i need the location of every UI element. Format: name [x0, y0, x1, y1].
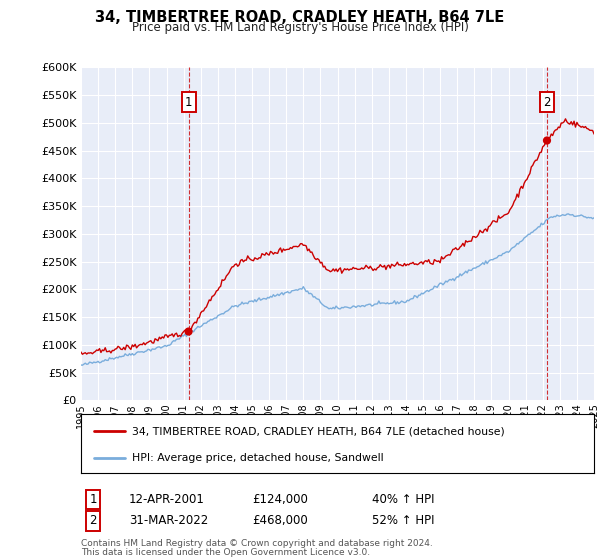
Text: This data is licensed under the Open Government Licence v3.0.: This data is licensed under the Open Gov… [81, 548, 370, 557]
Text: 12-APR-2001: 12-APR-2001 [129, 493, 205, 506]
Text: £124,000: £124,000 [252, 493, 308, 506]
Text: Contains HM Land Registry data © Crown copyright and database right 2024.: Contains HM Land Registry data © Crown c… [81, 539, 433, 548]
Text: 2: 2 [543, 96, 551, 109]
Text: HPI: Average price, detached house, Sandwell: HPI: Average price, detached house, Sand… [133, 453, 384, 463]
Text: 2: 2 [89, 514, 97, 528]
Text: 31-MAR-2022: 31-MAR-2022 [129, 514, 208, 528]
Text: 34, TIMBERTREE ROAD, CRADLEY HEATH, B64 7LE (detached house): 34, TIMBERTREE ROAD, CRADLEY HEATH, B64 … [133, 427, 505, 436]
Text: 34, TIMBERTREE ROAD, CRADLEY HEATH, B64 7LE: 34, TIMBERTREE ROAD, CRADLEY HEATH, B64 … [95, 10, 505, 25]
Text: 52% ↑ HPI: 52% ↑ HPI [372, 514, 434, 528]
Text: 1: 1 [89, 493, 97, 506]
Point [542, 136, 552, 145]
Text: £468,000: £468,000 [252, 514, 308, 528]
Text: 40% ↑ HPI: 40% ↑ HPI [372, 493, 434, 506]
Text: 1: 1 [185, 96, 193, 109]
Text: Price paid vs. HM Land Registry's House Price Index (HPI): Price paid vs. HM Land Registry's House … [131, 21, 469, 34]
Point [184, 327, 193, 336]
